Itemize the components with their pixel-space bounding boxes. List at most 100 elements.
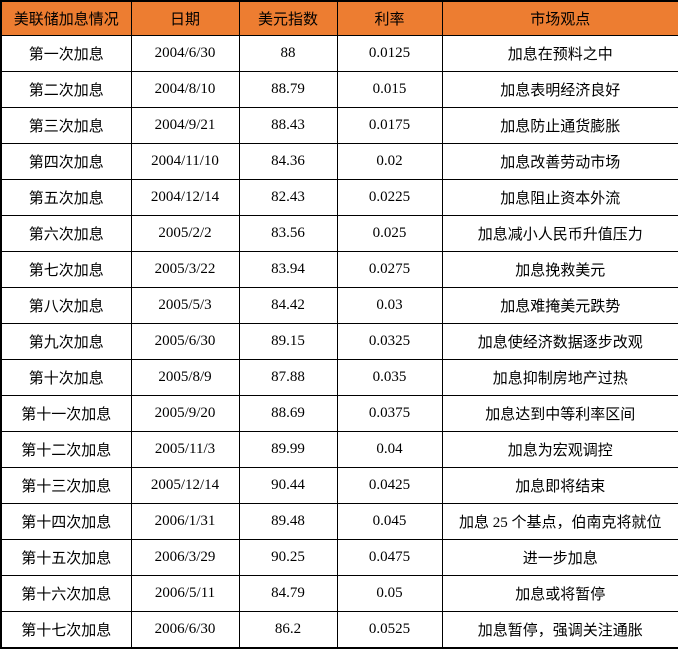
- table-cell[interactable]: 2005/2/2: [130, 215, 240, 252]
- table-cell[interactable]: 2004/8/10: [130, 71, 240, 108]
- table-cell[interactable]: 进一步加息: [441, 539, 678, 576]
- table-cell[interactable]: 加息挽救美元: [441, 251, 678, 288]
- table-cell[interactable]: 86.2: [238, 611, 338, 649]
- table-cell[interactable]: 2005/11/3: [130, 431, 240, 468]
- table-row: 第八次加息 2005/5/3 84.42 0.03 加息难掩美元跌势: [0, 287, 678, 324]
- table-cell[interactable]: 2005/9/20: [130, 395, 240, 432]
- table-cell[interactable]: 第十四次加息: [0, 503, 132, 540]
- table-cell[interactable]: 89.15: [238, 323, 338, 360]
- table-cell[interactable]: 88.43: [238, 107, 338, 144]
- table-cell[interactable]: 第四次加息: [0, 143, 132, 180]
- table-cell[interactable]: 2006/3/29: [130, 539, 240, 576]
- table-cell[interactable]: 2004/12/14: [130, 179, 240, 216]
- table-cell[interactable]: 89.48: [238, 503, 338, 540]
- table-cell[interactable]: 第七次加息: [0, 251, 132, 288]
- table-cell[interactable]: 0.0375: [336, 395, 443, 432]
- table-row: 第十次加息 2005/8/9 87.88 0.035 加息抑制房地产过热: [0, 359, 678, 396]
- table-cell[interactable]: 加息暂停，强调关注通胀: [441, 611, 678, 649]
- table-cell[interactable]: 2005/12/14: [130, 467, 240, 504]
- table-cell[interactable]: 0.0525: [336, 611, 443, 649]
- table-cell[interactable]: 0.03: [336, 287, 443, 324]
- table-cell[interactable]: 0.0325: [336, 323, 443, 360]
- table-cell[interactable]: 88: [238, 35, 338, 72]
- table-cell[interactable]: 第十三次加息: [0, 467, 132, 504]
- table-cell[interactable]: 加息减小人民币升值压力: [441, 215, 678, 252]
- table-cell[interactable]: 0.0125: [336, 35, 443, 72]
- column-header-market-view[interactable]: 市场观点: [441, 0, 678, 36]
- table-cell[interactable]: 84.79: [238, 575, 338, 612]
- table-cell[interactable]: 0.0175: [336, 107, 443, 144]
- table-cell[interactable]: 第十次加息: [0, 359, 132, 396]
- table-cell[interactable]: 2005/8/9: [130, 359, 240, 396]
- table-cell[interactable]: 2005/3/22: [130, 251, 240, 288]
- table-cell[interactable]: 0.05: [336, 575, 443, 612]
- table-cell[interactable]: 第八次加息: [0, 287, 132, 324]
- header-row: 美联储加息情况 日期 美元指数 利率 市场观点: [0, 0, 678, 36]
- table-cell[interactable]: 88.79: [238, 71, 338, 108]
- table-cell[interactable]: 第十一次加息: [0, 395, 132, 432]
- table-cell[interactable]: 加息 25 个基点，伯南克将就位: [441, 503, 678, 540]
- table-cell[interactable]: 第九次加息: [0, 323, 132, 360]
- table-cell[interactable]: 0.035: [336, 359, 443, 396]
- column-header-date[interactable]: 日期: [130, 0, 240, 36]
- table-cell[interactable]: 第三次加息: [0, 107, 132, 144]
- table-cell[interactable]: 第一次加息: [0, 35, 132, 72]
- table-cell[interactable]: 加息改善劳动市场: [441, 143, 678, 180]
- table-cell[interactable]: 加息抑制房地产过热: [441, 359, 678, 396]
- table-row: 第十四次加息 2006/1/31 89.48 0.045 加息 25 个基点，伯南克将就…: [0, 503, 678, 540]
- table-cell[interactable]: 83.56: [238, 215, 338, 252]
- table-cell[interactable]: 0.0425: [336, 467, 443, 504]
- table-cell[interactable]: 2004/11/10: [130, 143, 240, 180]
- table-cell[interactable]: 加息即将结束: [441, 467, 678, 504]
- table-cell[interactable]: 0.04: [336, 431, 443, 468]
- table-cell[interactable]: 0.0225: [336, 179, 443, 216]
- column-header-hike-round[interactable]: 美联储加息情况: [0, 0, 132, 36]
- table-cell[interactable]: 83.94: [238, 251, 338, 288]
- table-cell[interactable]: 第六次加息: [0, 215, 132, 252]
- table-cell[interactable]: 89.99: [238, 431, 338, 468]
- table-cell[interactable]: 第二次加息: [0, 71, 132, 108]
- table-row: 第十二次加息 2005/11/3 89.99 0.04 加息为宏观调控: [0, 431, 678, 468]
- table-cell[interactable]: 2004/9/21: [130, 107, 240, 144]
- table-cell[interactable]: 第十二次加息: [0, 431, 132, 468]
- table-cell[interactable]: 第五次加息: [0, 179, 132, 216]
- table-cell[interactable]: 加息或将暂停: [441, 575, 678, 612]
- table-cell[interactable]: 2006/6/30: [130, 611, 240, 649]
- table-cell[interactable]: 84.36: [238, 143, 338, 180]
- table-cell[interactable]: 2006/1/31: [130, 503, 240, 540]
- table-cell[interactable]: 加息为宏观调控: [441, 431, 678, 468]
- table-cell[interactable]: 加息使经济数据逐步改观: [441, 323, 678, 360]
- table-row: 第九次加息 2005/6/30 89.15 0.0325 加息使经济数据逐步改观: [0, 323, 678, 360]
- table-cell[interactable]: 2005/5/3: [130, 287, 240, 324]
- table-cell[interactable]: 加息阻止资本外流: [441, 179, 678, 216]
- table-cell[interactable]: 加息在预料之中: [441, 35, 678, 72]
- table-cell[interactable]: 加息达到中等利率区间: [441, 395, 678, 432]
- table-cell[interactable]: 0.015: [336, 71, 443, 108]
- table-cell[interactable]: 2004/6/30: [130, 35, 240, 72]
- table-cell[interactable]: 90.25: [238, 539, 338, 576]
- table-cell[interactable]: 90.44: [238, 467, 338, 504]
- table-row: 第十六次加息 2006/5/11 84.79 0.05 加息或将暂停: [0, 575, 678, 612]
- table-cell[interactable]: 0.0275: [336, 251, 443, 288]
- table-cell[interactable]: 2006/5/11: [130, 575, 240, 612]
- column-header-rate[interactable]: 利率: [336, 0, 443, 36]
- table-cell[interactable]: 第十五次加息: [0, 539, 132, 576]
- table-cell[interactable]: 82.43: [238, 179, 338, 216]
- table-cell[interactable]: 第十六次加息: [0, 575, 132, 612]
- table-cell[interactable]: 2005/6/30: [130, 323, 240, 360]
- table-cell[interactable]: 0.025: [336, 215, 443, 252]
- table-cell[interactable]: 88.69: [238, 395, 338, 432]
- table-cell[interactable]: 84.42: [238, 287, 338, 324]
- column-header-usd-index[interactable]: 美元指数: [238, 0, 338, 36]
- table-cell[interactable]: 加息难掩美元跌势: [441, 287, 678, 324]
- table-cell[interactable]: 0.0475: [336, 539, 443, 576]
- table-cell[interactable]: 0.02: [336, 143, 443, 180]
- table-cell[interactable]: 第十七次加息: [0, 611, 132, 649]
- table-cell[interactable]: 0.045: [336, 503, 443, 540]
- table-row: 第六次加息 2005/2/2 83.56 0.025 加息减小人民币升值压力: [0, 215, 678, 252]
- table-cell[interactable]: 加息防止通货膨胀: [441, 107, 678, 144]
- table-cell[interactable]: 87.88: [238, 359, 338, 396]
- table-cell[interactable]: 加息表明经济良好: [441, 71, 678, 108]
